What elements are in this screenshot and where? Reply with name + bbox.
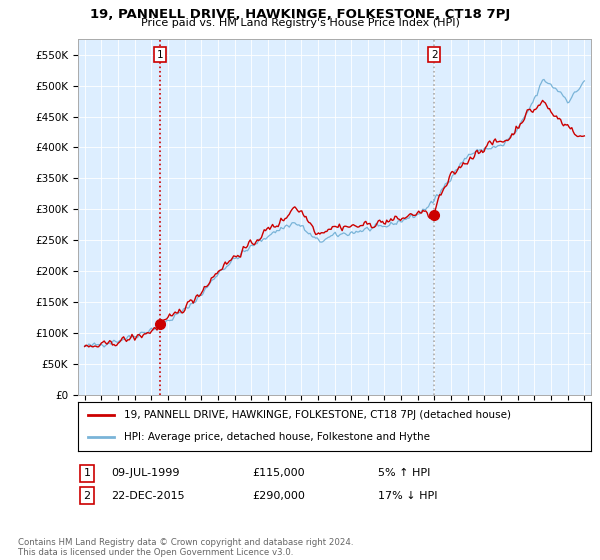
- Text: HPI: Average price, detached house, Folkestone and Hythe: HPI: Average price, detached house, Folk…: [124, 432, 430, 442]
- Text: 17% ↓ HPI: 17% ↓ HPI: [378, 491, 437, 501]
- Text: 09-JUL-1999: 09-JUL-1999: [111, 468, 179, 478]
- Text: Price paid vs. HM Land Registry's House Price Index (HPI): Price paid vs. HM Land Registry's House …: [140, 18, 460, 29]
- Text: 19, PANNELL DRIVE, HAWKINGE, FOLKESTONE, CT18 7PJ (detached house): 19, PANNELL DRIVE, HAWKINGE, FOLKESTONE,…: [124, 410, 511, 421]
- Text: Contains HM Land Registry data © Crown copyright and database right 2024.
This d: Contains HM Land Registry data © Crown c…: [18, 538, 353, 557]
- Text: 1: 1: [83, 468, 91, 478]
- Text: £290,000: £290,000: [252, 491, 305, 501]
- Text: £115,000: £115,000: [252, 468, 305, 478]
- Text: 5% ↑ HPI: 5% ↑ HPI: [378, 468, 430, 478]
- Text: 1: 1: [157, 50, 163, 60]
- Text: 2: 2: [431, 50, 437, 60]
- Text: 19, PANNELL DRIVE, HAWKINGE, FOLKESTONE, CT18 7PJ: 19, PANNELL DRIVE, HAWKINGE, FOLKESTONE,…: [90, 8, 510, 21]
- Text: 22-DEC-2015: 22-DEC-2015: [111, 491, 185, 501]
- Text: 2: 2: [83, 491, 91, 501]
